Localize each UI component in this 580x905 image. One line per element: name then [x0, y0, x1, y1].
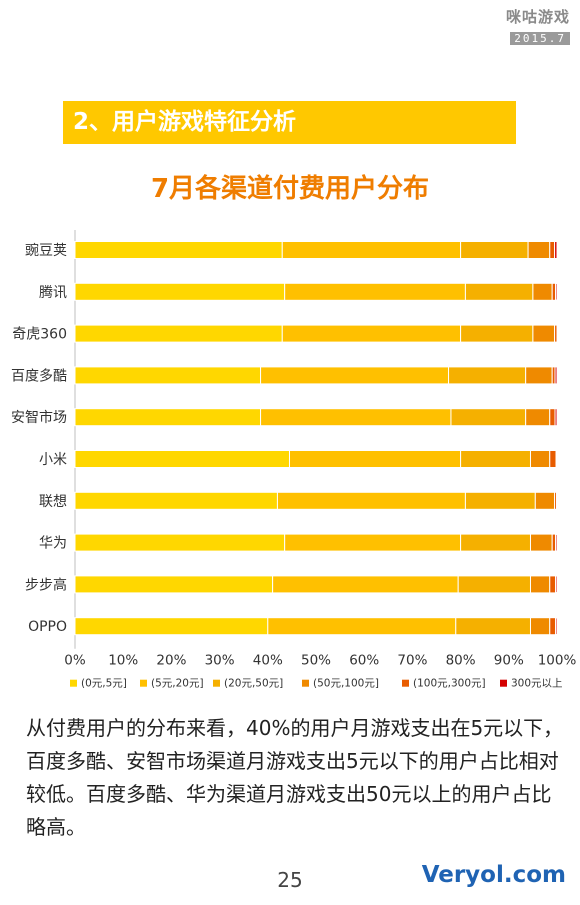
x-tick-label: 40%: [253, 653, 283, 669]
bar-segment: [525, 408, 551, 427]
logo-mark: 咪咕游戏: [505, 8, 570, 26]
bar-segment: [260, 408, 452, 427]
legend-label: 300元以上: [511, 678, 563, 690]
legend-swatch: [140, 679, 147, 687]
caption-text: 从付费用户的分布来看，40%的用户月游戏支出在5元以下，百度多酷、安智市场渠道月…: [26, 716, 564, 839]
legend-label: (5元,20元]: [151, 678, 204, 690]
legend-swatch: [500, 679, 507, 687]
legend-label: (0元,5元]: [81, 678, 127, 690]
bar-segment: [529, 617, 551, 636]
bar-segment: [267, 617, 457, 636]
bar-segment: [281, 324, 462, 343]
bar-segment: [74, 282, 286, 301]
bar-segment: [272, 575, 459, 594]
bar-segment: [464, 282, 534, 301]
bar-segment: [460, 450, 531, 468]
bar-segment: [549, 408, 556, 427]
bar-segment: [460, 324, 534, 343]
bar-segment: [281, 241, 462, 259]
x-tick-label: 0%: [64, 653, 86, 669]
category-label: 步步高: [25, 576, 67, 593]
bar-segment: [260, 366, 450, 385]
bar-segment: [529, 575, 551, 594]
x-tick-label: 90%: [494, 653, 524, 669]
category-label: 华为: [39, 536, 67, 552]
bar-segment: [74, 241, 283, 259]
category-label: 安智市场: [11, 409, 67, 426]
category-label: 百度多酷: [11, 367, 67, 384]
x-tick-label: 80%: [446, 653, 476, 669]
x-tick-label: 10%: [108, 653, 138, 669]
legend-swatch: [70, 679, 77, 687]
category-label: 联想: [39, 494, 67, 510]
bar-segment: [74, 491, 278, 510]
brand-logo: 咪咕游戏 2015.7: [490, 6, 570, 46]
category-label: OPPO: [28, 619, 67, 635]
page-number: 25: [277, 868, 303, 892]
bar-segment: [464, 491, 536, 510]
bar-segment: [74, 575, 274, 594]
bar-segment: [529, 533, 553, 552]
legend-label: (100元,300元]: [413, 678, 486, 690]
watermark-logo: Veryol.com: [421, 862, 566, 888]
bar-segment: [74, 450, 290, 468]
bar-segment: [74, 533, 286, 552]
bar-segment: [460, 533, 531, 552]
logo-date: 2015.7: [510, 32, 570, 45]
bar-segment: [288, 450, 462, 468]
bar-segment: [555, 450, 558, 468]
x-tick-label: 70%: [397, 653, 427, 669]
bar-segment: [555, 282, 558, 301]
chart-title: 7月各渠道付费用户分布: [150, 174, 430, 204]
x-tick-label: 100%: [538, 653, 577, 669]
x-tick-label: 30%: [205, 653, 235, 669]
legend-swatch: [213, 679, 220, 687]
section-title: 2、用户游戏特征分析: [63, 101, 516, 144]
legend-swatch: [302, 679, 309, 687]
bar-segment: [527, 241, 551, 259]
category-label: 豌豆荚: [25, 242, 67, 259]
category-label: 奇虎360: [12, 326, 67, 343]
bar-segment: [549, 575, 557, 594]
bar-segment: [549, 617, 557, 636]
bar-segment: [554, 324, 558, 343]
bar-segment: [450, 408, 527, 427]
category-label: 小米: [39, 452, 67, 468]
legend-swatch: [402, 679, 409, 687]
bar-segment: [534, 491, 556, 510]
legend-label: (50元,100元]: [313, 678, 379, 690]
bar-segment: [551, 533, 557, 552]
bar-segment: [284, 533, 462, 552]
bar-segment: [455, 617, 531, 636]
bar-segment: [460, 241, 529, 259]
bar-segment: [554, 241, 558, 259]
x-tick-label: 20%: [156, 653, 186, 669]
category-label: 腾讯: [39, 284, 67, 301]
x-tick-label: 60%: [349, 653, 379, 669]
bar-segment: [549, 450, 557, 468]
bar-segment: [555, 575, 558, 594]
bar-segment: [529, 450, 551, 468]
bar-segment: [74, 366, 262, 385]
bar-segment: [276, 491, 466, 510]
legend-label: (20元,50元]: [224, 678, 283, 690]
bar-segment: [74, 408, 262, 427]
bar-segment: [554, 366, 558, 385]
bar-segment: [549, 241, 556, 259]
bar-segment: [448, 366, 527, 385]
bar-segment: [532, 282, 553, 301]
bar-segment: [551, 282, 557, 301]
bar-segment: [555, 617, 558, 636]
bar-segment: [555, 533, 558, 552]
bar-segment: [525, 366, 553, 385]
bar-segment: [532, 324, 556, 343]
x-tick-label: 50%: [301, 653, 331, 669]
bar-segment: [457, 575, 531, 594]
bar-segment: [74, 617, 269, 636]
bar-segment: [554, 408, 558, 427]
bar-segment: [74, 324, 283, 343]
bar-segment: [284, 282, 466, 301]
